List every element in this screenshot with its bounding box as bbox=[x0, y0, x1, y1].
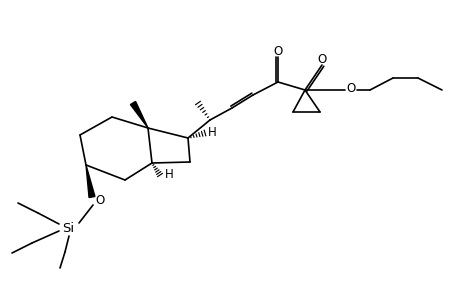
Text: Si: Si bbox=[62, 221, 74, 235]
Text: H: H bbox=[164, 169, 173, 182]
Text: O: O bbox=[317, 52, 326, 65]
Polygon shape bbox=[130, 101, 148, 128]
Text: O: O bbox=[346, 82, 355, 94]
Text: H: H bbox=[207, 125, 216, 139]
Text: O: O bbox=[95, 194, 104, 206]
Polygon shape bbox=[86, 165, 95, 198]
Text: O: O bbox=[273, 44, 282, 58]
